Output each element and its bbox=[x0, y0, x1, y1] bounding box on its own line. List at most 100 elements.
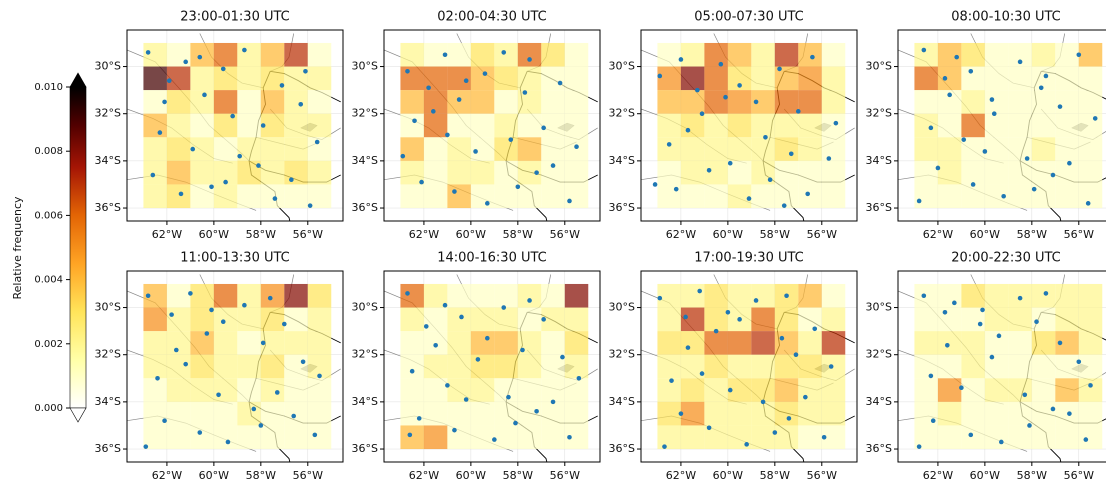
grid-cell bbox=[517, 307, 542, 332]
grid-cell bbox=[470, 283, 495, 308]
x-tick-label: 62°W bbox=[666, 469, 696, 479]
grid-cell bbox=[166, 137, 191, 161]
grid-cell bbox=[166, 425, 191, 450]
grid-cell bbox=[166, 113, 191, 138]
grid-cell bbox=[166, 401, 191, 426]
grid-cell bbox=[237, 354, 261, 379]
station-point bbox=[162, 418, 167, 424]
station-point bbox=[405, 68, 410, 74]
grid-cell bbox=[1078, 401, 1103, 426]
station-point bbox=[706, 168, 712, 173]
x-tick-label: 56°W bbox=[293, 228, 323, 241]
station-point bbox=[279, 83, 285, 88]
map-panel bbox=[898, 30, 1106, 221]
grid-cell bbox=[984, 137, 1009, 161]
grid-cell bbox=[541, 66, 565, 91]
grid-cell bbox=[1031, 307, 1056, 332]
x-tick-label: 62°W bbox=[152, 228, 182, 241]
y-tick-label: 36°S bbox=[95, 201, 121, 214]
grid-cell bbox=[821, 42, 846, 67]
grid-cell bbox=[307, 425, 332, 450]
grid-cell bbox=[494, 307, 518, 332]
station-point bbox=[673, 186, 679, 192]
grid-cell bbox=[541, 184, 565, 209]
grid-cell bbox=[1008, 113, 1032, 138]
grid-cell bbox=[821, 283, 846, 308]
grid-cell bbox=[494, 331, 518, 355]
panel-frame bbox=[640, 270, 858, 463]
grid-cell bbox=[937, 137, 962, 161]
grid-cell bbox=[494, 113, 518, 138]
grid-cell bbox=[423, 90, 448, 114]
grid-cell bbox=[937, 378, 962, 402]
station-point bbox=[557, 80, 563, 86]
grid-cell bbox=[564, 90, 589, 114]
grid-cell bbox=[284, 184, 308, 209]
station-point bbox=[289, 177, 294, 183]
station-point bbox=[291, 413, 296, 419]
x-tick-label: 58°W bbox=[246, 228, 276, 241]
grid-cell bbox=[751, 378, 775, 402]
station-point bbox=[567, 434, 572, 440]
station-point bbox=[723, 94, 728, 100]
x-tick-label: 62°W bbox=[923, 228, 953, 241]
station-point bbox=[407, 432, 413, 438]
grid-cell bbox=[1008, 160, 1032, 185]
grid-cell bbox=[423, 401, 448, 426]
grid-cell bbox=[937, 184, 962, 209]
grid-cell bbox=[961, 283, 985, 308]
grid-cell bbox=[494, 378, 518, 402]
grid-cell bbox=[494, 425, 518, 450]
panel-title: 02:00-04:30 UTC bbox=[437, 10, 547, 25]
grid-cell bbox=[1078, 160, 1103, 185]
station-point bbox=[968, 432, 974, 438]
grid-cell bbox=[798, 401, 822, 426]
grid-cell bbox=[541, 42, 565, 67]
grid-cell bbox=[704, 90, 728, 114]
x-tick-label: 62°W bbox=[666, 228, 696, 241]
y-tick-label: 36°S bbox=[866, 442, 892, 455]
grid-cell bbox=[541, 113, 565, 138]
x-tick-label: 58°W bbox=[503, 228, 533, 241]
grid-cell bbox=[1078, 425, 1103, 450]
grid-cell bbox=[541, 307, 565, 332]
y-tick-label: 34°S bbox=[866, 154, 892, 167]
grid-cell bbox=[260, 113, 285, 138]
grid-cell bbox=[517, 137, 542, 161]
grid-cell bbox=[423, 283, 448, 308]
x-tick-label: 62°W bbox=[409, 469, 439, 479]
grid-cell bbox=[798, 90, 822, 114]
grid-cell bbox=[774, 42, 799, 67]
grid-cell bbox=[704, 401, 728, 426]
grid-cell bbox=[260, 160, 285, 185]
station-point bbox=[237, 153, 242, 159]
grid-cell bbox=[307, 66, 332, 91]
panel-title: 05:00-07:30 UTC bbox=[694, 10, 804, 25]
grid-cell bbox=[447, 283, 471, 308]
grid-cell bbox=[1031, 378, 1056, 402]
station-point bbox=[772, 430, 778, 435]
station-point bbox=[431, 109, 436, 114]
grid-cell bbox=[821, 331, 846, 355]
colorbar-tick-label: 0.008 bbox=[34, 146, 63, 157]
grid-cell bbox=[704, 113, 728, 138]
grid-cell bbox=[213, 283, 238, 308]
grid-cell bbox=[774, 378, 799, 402]
station-point bbox=[272, 196, 278, 201]
grid-cell bbox=[307, 160, 332, 185]
station-point bbox=[204, 331, 210, 336]
grid-cell bbox=[284, 331, 308, 355]
grid-cell bbox=[961, 160, 985, 185]
grid-cell bbox=[564, 66, 589, 91]
station-point bbox=[784, 293, 789, 299]
grid-cell bbox=[400, 401, 424, 426]
grid-cell bbox=[1008, 425, 1032, 450]
grid-cell bbox=[307, 307, 332, 332]
grid-cell bbox=[961, 401, 985, 426]
grid-cell bbox=[517, 378, 542, 402]
station-point bbox=[977, 321, 983, 327]
grid-cell bbox=[914, 378, 938, 402]
station-point bbox=[452, 189, 457, 194]
grid-cell bbox=[190, 283, 214, 308]
station-point bbox=[508, 137, 514, 142]
